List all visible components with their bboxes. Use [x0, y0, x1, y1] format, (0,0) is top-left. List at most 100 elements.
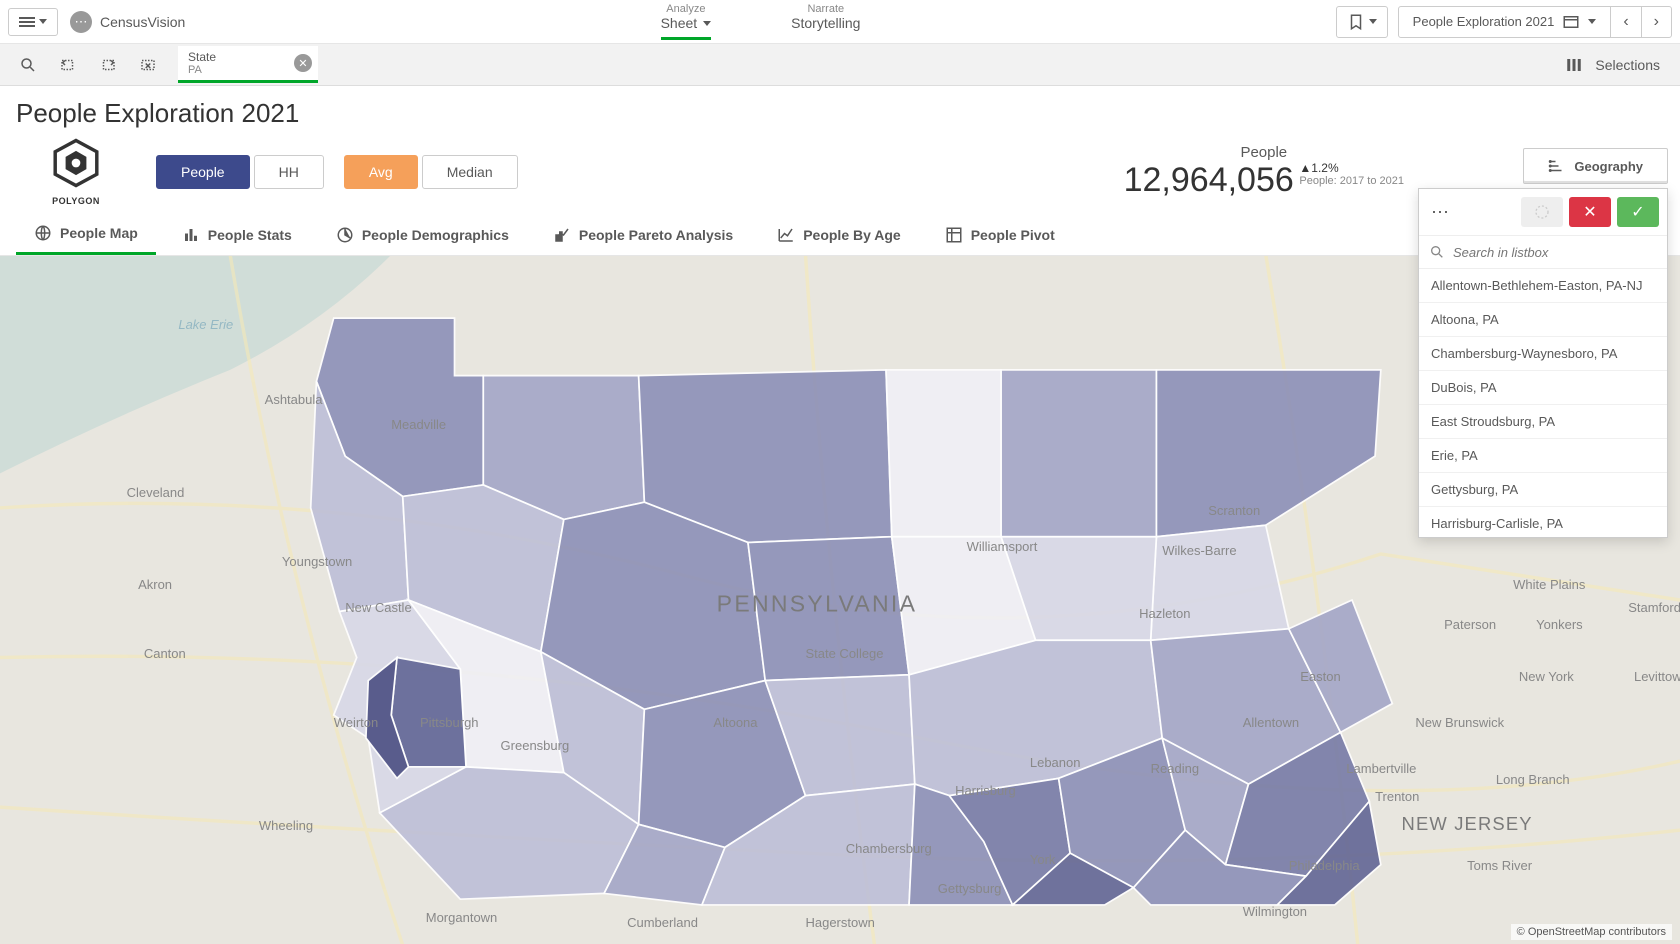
listbox-item[interactable]: Allentown-Bethlehem-Easton, PA-NJ: [1419, 269, 1667, 303]
subtab-label: People Map: [60, 225, 138, 241]
search-icon: [1429, 244, 1445, 260]
listbox-search[interactable]: [1419, 236, 1667, 269]
sheet-navigator: People Exploration 2021 ‹ ›: [1398, 6, 1672, 38]
chevron-down-icon: [39, 19, 47, 24]
listbox-confirm-button[interactable]: ✓: [1617, 197, 1659, 227]
app-name: CensusVision: [100, 14, 185, 30]
lock-icon: [1534, 204, 1550, 220]
sheet-nav-dropdown[interactable]: People Exploration 2021: [1399, 7, 1611, 37]
pie-chart-icon: [336, 226, 354, 244]
listbox-item[interactable]: Erie, PA: [1419, 439, 1667, 473]
chevron-down-icon: [1588, 19, 1596, 24]
osm-link[interactable]: OpenStreetMap contributors: [1528, 926, 1666, 938]
tab-analyze[interactable]: Analyze Sheet: [661, 3, 712, 40]
listbox-items: Allentown-Bethlehem-Easton, PA-NJAltoona…: [1419, 269, 1667, 537]
tab-analyze-big: Sheet: [661, 15, 698, 31]
toggle-median[interactable]: Median: [422, 155, 518, 189]
subtab-people-map[interactable]: People Map: [16, 214, 156, 255]
sheet-icon: [1562, 13, 1580, 31]
selection-bar: State PA ✕ Selections: [0, 44, 1680, 86]
tab-narrate-big: Storytelling: [791, 15, 860, 31]
listbox-item[interactable]: Chambersburg-Waynesboro, PA: [1419, 337, 1667, 371]
bar-chart-icon: [182, 226, 200, 244]
hamburger-icon: [19, 15, 35, 29]
step-back-button[interactable]: [54, 51, 82, 79]
hexagon-icon: [50, 137, 102, 189]
selections-icon: [1565, 56, 1583, 74]
toggle-avg[interactable]: Avg: [344, 155, 418, 189]
subtab-people-pareto[interactable]: People Pareto Analysis: [535, 216, 751, 254]
subtab-label: People By Age: [803, 227, 901, 243]
subtab-people-stats[interactable]: People Stats: [164, 216, 310, 254]
hierarchy-icon: [1548, 157, 1566, 175]
geography-label: Geography: [1574, 159, 1643, 174]
geography-button[interactable]: Geography: [1523, 148, 1668, 184]
top-bar: ⋯ CensusVision Analyze Sheet Narrate Sto…: [0, 0, 1680, 44]
logo-name: POLYGON: [52, 196, 100, 206]
bookmark-icon: [1347, 13, 1365, 31]
stat-toggle-group: Avg Median: [344, 155, 518, 189]
selection-field: State: [188, 50, 284, 64]
next-sheet-button[interactable]: ›: [1641, 7, 1671, 37]
kpi-label: People: [1124, 144, 1404, 161]
selection-chip-state[interactable]: State PA ✕: [178, 46, 318, 83]
listbox-cancel-button[interactable]: ✕: [1569, 197, 1611, 227]
subtab-label: People Pareto Analysis: [579, 227, 733, 243]
metric-toggle-group: People HH: [156, 155, 324, 189]
prev-sheet-button[interactable]: ‹: [1610, 7, 1640, 37]
svg-text:PENNSYLVANIA: PENNSYLVANIA: [717, 591, 918, 617]
kpi-change-pct: 1.2%: [1311, 161, 1338, 175]
subtab-label: People Pivot: [971, 227, 1055, 243]
listbox-item[interactable]: East Stroudsburg, PA: [1419, 405, 1667, 439]
app-brand: ⋯ CensusVision: [70, 11, 185, 33]
line-chart-icon: [777, 226, 795, 244]
clear-icon: [139, 56, 157, 74]
listbox-item[interactable]: Harrisburg-Carlisle, PA: [1419, 507, 1667, 537]
clear-selection-button[interactable]: ✕: [294, 54, 312, 72]
page-title: People Exploration 2021: [16, 98, 1664, 129]
undo-icon: [59, 56, 77, 74]
globe-icon: [34, 224, 52, 242]
title-row: People Exploration 2021: [0, 86, 1680, 137]
subtab-people-pivot[interactable]: People Pivot: [927, 216, 1073, 254]
redo-icon: [99, 56, 117, 74]
listbox-more-button[interactable]: ⋯: [1427, 198, 1515, 227]
listbox-item[interactable]: Gettysburg, PA: [1419, 473, 1667, 507]
svg-text:NEW JERSEY: NEW JERSEY: [1402, 813, 1533, 834]
pivot-table-icon: [945, 226, 963, 244]
listbox-lock-button: [1521, 197, 1563, 227]
sheet-nav-title: People Exploration 2021: [1413, 14, 1555, 29]
step-forward-button[interactable]: [94, 51, 122, 79]
listbox-item[interactable]: Altoona, PA: [1419, 303, 1667, 337]
tab-analyze-small: Analyze: [661, 3, 712, 15]
main-menu-button[interactable]: [8, 8, 58, 36]
selection-value: PA: [188, 64, 284, 76]
subtab-label: People Demographics: [362, 227, 509, 243]
subtab-label: People Stats: [208, 227, 292, 243]
smart-search-button[interactable]: [14, 51, 42, 79]
kpi-change-arrow: ▲: [1299, 161, 1311, 175]
selections-label: Selections: [1595, 57, 1660, 73]
subtab-people-by-age[interactable]: People By Age: [759, 216, 919, 254]
selections-tool-button[interactable]: Selections: [1565, 56, 1672, 74]
search-icon: [19, 56, 37, 74]
subtab-people-demographics[interactable]: People Demographics: [318, 216, 527, 254]
tab-narrate-small: Narrate: [791, 3, 860, 15]
kpi-sublabel: People: 2017 to 2021: [1299, 175, 1404, 187]
listbox-search-input[interactable]: [1453, 245, 1657, 260]
map-attribution: © OpenStreetMap contributors: [1511, 924, 1672, 940]
clear-all-button[interactable]: [134, 51, 162, 79]
chevron-down-icon: [703, 21, 711, 26]
kpi-people: People 12,964,056 ▲1.2% People: 2017 to …: [1124, 144, 1404, 200]
tab-narrate[interactable]: Narrate Storytelling: [791, 3, 860, 40]
toggle-hh[interactable]: HH: [254, 155, 324, 189]
bookmark-button[interactable]: [1336, 6, 1388, 38]
kpi-value: 12,964,056: [1124, 161, 1294, 200]
polygon-logo: POLYGON: [16, 137, 136, 206]
app-icon: ⋯: [70, 11, 92, 33]
toggle-people[interactable]: People: [156, 155, 250, 189]
geography-listbox-popover: ⋯ ✕ ✓ Allentown-Bethlehem-Easton, PA-NJA…: [1418, 188, 1668, 538]
chevron-down-icon: [1369, 19, 1377, 24]
listbox-item[interactable]: DuBois, PA: [1419, 371, 1667, 405]
combo-chart-icon: [553, 226, 571, 244]
